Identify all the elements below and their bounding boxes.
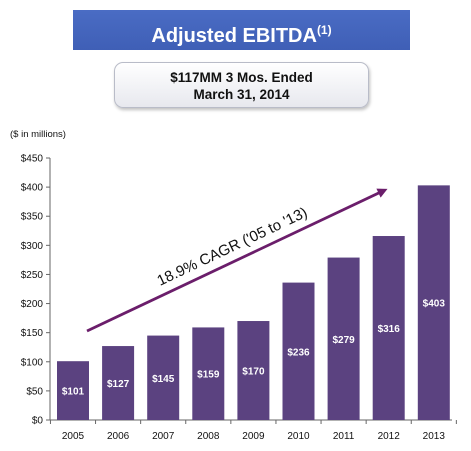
bar-2009 bbox=[237, 321, 270, 420]
bar-value-label: $316 bbox=[378, 324, 401, 335]
y-tick-label: $250 bbox=[21, 270, 44, 281]
y-tick-label: $50 bbox=[26, 386, 43, 397]
bar-value-label: $159 bbox=[197, 370, 220, 381]
bar-2006 bbox=[102, 346, 135, 420]
y-tick-label: $400 bbox=[21, 183, 44, 194]
x-tick-label: 2008 bbox=[197, 431, 220, 442]
bars: $101 $127 $145 $159 $170 $236 $279 $316 $403 bbox=[57, 185, 450, 420]
bar-2008 bbox=[192, 327, 225, 420]
y-tick-label: $0 bbox=[32, 416, 44, 427]
x-tick-label: 2011 bbox=[333, 431, 355, 442]
bar-2010 bbox=[282, 282, 315, 420]
callout-line-2: March 31, 2014 bbox=[193, 87, 290, 102]
bar-value-label: $170 bbox=[242, 367, 265, 378]
bar-2013 bbox=[417, 185, 450, 420]
bar-value-label: $403 bbox=[423, 299, 446, 310]
chart-title-banner: Adjusted EBITDA(1) bbox=[73, 10, 410, 50]
cagr-annotation: 18.9% CAGR ('05 to '13) bbox=[154, 204, 310, 290]
chart-title: Adjusted EBITDA bbox=[151, 25, 317, 47]
x-tick-label: 2009 bbox=[242, 431, 265, 442]
bar-value-label: $145 bbox=[152, 374, 175, 385]
unit-label: ($ in millions) bbox=[10, 129, 66, 140]
x-tick-label: 2010 bbox=[287, 431, 310, 442]
bar-value-label: $279 bbox=[332, 335, 355, 346]
x-tick-label: 2012 bbox=[378, 431, 401, 442]
y-tick-label: $150 bbox=[21, 328, 44, 339]
x-tick-label: 2007 bbox=[152, 431, 175, 442]
callout-line-1: $117MM 3 Mos. Ended bbox=[170, 70, 313, 85]
cagr-arrow bbox=[86, 188, 388, 333]
y-tick-label: $350 bbox=[21, 212, 44, 223]
bar-2005 bbox=[57, 361, 89, 420]
bar-2011 bbox=[327, 257, 360, 420]
bar-value-label: $236 bbox=[287, 347, 310, 358]
bar-2012 bbox=[372, 236, 405, 420]
bar-2007 bbox=[147, 335, 180, 420]
x-tick-label: 2005 bbox=[62, 431, 85, 442]
bar-value-label: $101 bbox=[62, 387, 85, 398]
title-footnote-marker: (1) bbox=[316, 23, 332, 37]
axes: $0 $50 $100 $150 $200 $250 $300 $350 $400 $450 200… bbox=[21, 154, 457, 442]
bar-value-label: $127 bbox=[107, 379, 130, 390]
y-tick-label: $200 bbox=[21, 299, 44, 310]
y-tick-label: $450 bbox=[21, 154, 44, 165]
callout-box: $117MM 3 Mos. Ended March 31, 2014 bbox=[114, 62, 369, 108]
y-tick-label: $300 bbox=[21, 241, 44, 252]
x-tick-label: 2013 bbox=[423, 431, 446, 442]
y-tick-label: $100 bbox=[21, 357, 44, 368]
x-tick-label: 2006 bbox=[107, 431, 130, 442]
